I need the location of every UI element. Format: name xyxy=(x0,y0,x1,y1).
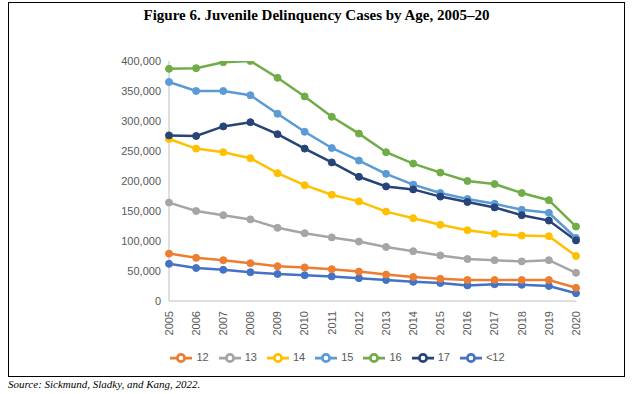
svg-text:100,000: 100,000 xyxy=(121,235,161,247)
svg-text:350,000: 350,000 xyxy=(121,85,161,97)
html-text:16: 16 xyxy=(389,350,402,363)
svg-text:150,000: 150,000 xyxy=(121,205,161,217)
svg-text:400,000: 400,000 xyxy=(121,55,161,67)
svg-text:250,000: 250,000 xyxy=(121,145,161,157)
svg-text:2014: 2014 xyxy=(407,311,419,335)
svg-text:2011: 2011 xyxy=(326,311,338,335)
svg-text:2009: 2009 xyxy=(271,311,283,335)
svg-text:2016: 2016 xyxy=(461,311,473,335)
svg-text:300,000: 300,000 xyxy=(121,115,161,127)
html-text:14: 14 xyxy=(292,350,306,363)
html-text:<12: <12 xyxy=(485,350,505,363)
svg-text:2015: 2015 xyxy=(434,311,446,335)
html-text:17: 17 xyxy=(437,350,450,363)
html-text:Source: Sickmund, Sladky, and: Source: Sickmund, Sladky, and Kang, 2022… xyxy=(8,378,201,390)
svg-text:200,000: 200,000 xyxy=(121,175,161,187)
svg-text:2012: 2012 xyxy=(353,311,365,335)
svg-text:2008: 2008 xyxy=(244,311,256,335)
svg-text:50,000: 50,000 xyxy=(127,265,161,277)
svg-text:2019: 2019 xyxy=(543,311,555,335)
svg-text:2007: 2007 xyxy=(217,311,229,335)
html-text:15: 15 xyxy=(341,350,354,363)
html-text:Figure 6. Juvenile Delinquency: Figure 6. Juvenile Delinquency Cases by … xyxy=(143,7,490,23)
svg-text:2010: 2010 xyxy=(298,311,310,335)
svg-text:2020: 2020 xyxy=(570,311,582,335)
svg-text:2006: 2006 xyxy=(190,311,202,335)
html-text:12: 12 xyxy=(196,350,209,363)
svg-text:2017: 2017 xyxy=(488,311,500,335)
svg-text:2005: 2005 xyxy=(163,311,175,335)
svg-text:2018: 2018 xyxy=(516,311,528,335)
svg-text:2013: 2013 xyxy=(380,311,392,335)
html-text:13: 13 xyxy=(244,350,257,363)
svg-text:0: 0 xyxy=(155,295,161,307)
